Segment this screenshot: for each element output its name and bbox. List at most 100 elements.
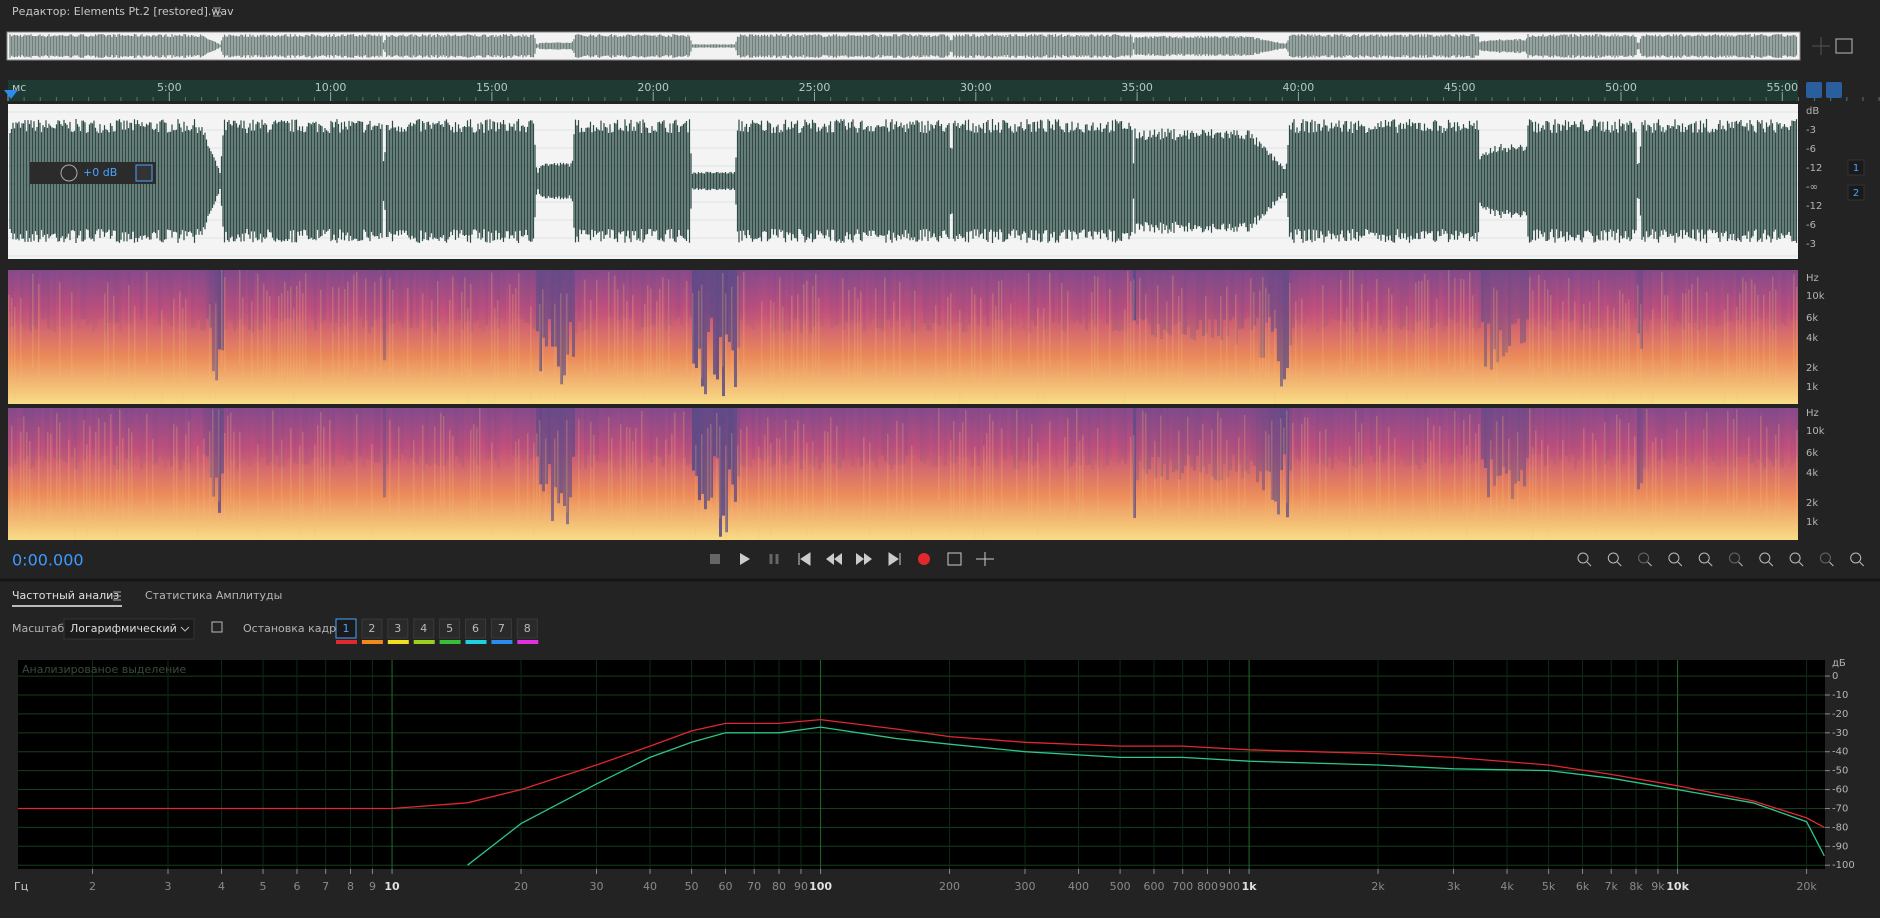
- skip-button[interactable]: [976, 552, 994, 566]
- x-tick-label: 700: [1172, 880, 1193, 893]
- to-start-button[interactable]: [798, 552, 811, 566]
- rewind-button[interactable]: [826, 553, 842, 565]
- marker-button[interactable]: [1826, 82, 1842, 98]
- hold-button[interactable]: [516, 618, 538, 639]
- hold-number[interactable]: 2: [368, 622, 375, 635]
- spectro-streak: [1421, 281, 1423, 375]
- zoom-button[interactable]: [1759, 552, 1771, 564]
- zoom-button[interactable]: [1789, 552, 1801, 564]
- layout-icon[interactable]: [1835, 38, 1853, 54]
- hold-number[interactable]: 6: [472, 622, 479, 635]
- spectro-streak: [743, 271, 745, 366]
- zoom-button[interactable]: [1638, 552, 1650, 564]
- spectro-column: [467, 408, 470, 460]
- spectro-column: [335, 408, 338, 455]
- zoom-button[interactable]: [1729, 552, 1740, 564]
- hold-number[interactable]: 1: [343, 622, 350, 635]
- volume-value[interactable]: +0 dB: [83, 166, 117, 179]
- hold-button[interactable]: [490, 618, 512, 639]
- spectro-column: [1244, 270, 1247, 319]
- x-tick-label: 100: [809, 880, 832, 893]
- menu-icon[interactable]: [213, 7, 221, 17]
- hold-number[interactable]: 5: [446, 622, 453, 635]
- x-tick-label: 400: [1068, 880, 1089, 893]
- spectro-column: [761, 408, 764, 461]
- spectrogram-2[interactable]: [8, 408, 1798, 540]
- spectro-streak: [1502, 415, 1504, 509]
- timeline-ruler[interactable]: [8, 80, 1798, 101]
- spectro-streak: [257, 273, 259, 368]
- spectro-column: [1187, 270, 1190, 327]
- spectro-column: [1661, 408, 1664, 458]
- hold-button[interactable]: [361, 618, 383, 639]
- volume-knob[interactable]: [60, 164, 78, 182]
- spectrogram-1[interactable]: [8, 270, 1798, 404]
- hold-number[interactable]: 3: [394, 622, 401, 635]
- spectro-column: [908, 270, 911, 324]
- copy-icon[interactable]: [211, 621, 223, 633]
- zoom-button[interactable]: [1577, 552, 1589, 564]
- hold-button[interactable]: [413, 618, 435, 639]
- channel-button[interactable]: [1847, 159, 1865, 176]
- tab[interactable]: Статистика Амплитуды: [145, 589, 282, 602]
- zoom-button[interactable]: [1698, 552, 1710, 564]
- loop-button[interactable]: [947, 552, 962, 566]
- spectro-column: [482, 270, 485, 333]
- channel-label[interactable]: 1: [1853, 163, 1859, 174]
- zoom-button[interactable]: [1668, 552, 1680, 564]
- spectro-column: [422, 408, 425, 470]
- hold-button[interactable]: [465, 618, 486, 639]
- stop-button[interactable]: [710, 554, 720, 564]
- spectro-column: [797, 270, 800, 322]
- snap-button[interactable]: [1806, 82, 1822, 98]
- spectro-column: [1508, 408, 1511, 470]
- spectro-column: [1631, 270, 1634, 329]
- spectro-column: [446, 270, 449, 325]
- spectro-column: [1070, 408, 1073, 466]
- channel-button[interactable]: [1847, 184, 1865, 201]
- zoom-button[interactable]: [1607, 552, 1619, 564]
- spectro-column: [455, 408, 458, 456]
- spectro-column: [1145, 408, 1148, 474]
- play-button[interactable]: [740, 553, 750, 565]
- spectro-column: [1487, 408, 1490, 498]
- spectro-column: [1571, 270, 1574, 321]
- hold-number[interactable]: 4: [420, 622, 427, 635]
- spectro-streak: [1286, 410, 1288, 503]
- hold-number[interactable]: 7: [498, 622, 505, 635]
- zoom-button[interactable]: [1850, 552, 1862, 564]
- volume-widget[interactable]: [30, 162, 156, 184]
- spectro-column: [794, 408, 797, 462]
- scale-dropdown[interactable]: [63, 618, 195, 640]
- channel-label[interactable]: 2: [1853, 188, 1859, 199]
- spectro-column: [92, 270, 95, 332]
- spectro-column: [1271, 408, 1274, 500]
- spectro-streak: [950, 292, 952, 387]
- spectro-column: [395, 408, 398, 459]
- hold-button[interactable]: [387, 618, 409, 639]
- spectro-column: [1469, 270, 1472, 317]
- forward-button[interactable]: [856, 553, 872, 565]
- tab-active[interactable]: Частотный анализ: [12, 589, 119, 602]
- zoom-icon[interactable]: [1812, 37, 1830, 55]
- spectro-streak: [146, 271, 148, 366]
- spectro-column: [407, 408, 410, 464]
- tab-menu[interactable]: [113, 591, 121, 601]
- pause-button[interactable]: [769, 554, 779, 564]
- hold-button[interactable]: [439, 618, 461, 639]
- hold-number[interactable]: 8: [524, 622, 531, 635]
- spectro-streak: [635, 428, 637, 521]
- zoom-button[interactable]: [1819, 552, 1831, 564]
- scale-value[interactable]: Логарифмический: [70, 622, 177, 635]
- spectro-column: [527, 270, 530, 324]
- spectro-column: [527, 408, 530, 465]
- hold-button[interactable]: [335, 618, 357, 639]
- spectro-column: [689, 408, 692, 464]
- time-label: 55:00: [1766, 81, 1798, 94]
- spectro-column: [182, 270, 185, 330]
- to-end-button[interactable]: [888, 552, 901, 566]
- pin-button[interactable]: [135, 164, 153, 182]
- playhead[interactable]: [4, 90, 18, 99]
- record-button[interactable]: [918, 553, 930, 565]
- spectro-column: [137, 408, 140, 457]
